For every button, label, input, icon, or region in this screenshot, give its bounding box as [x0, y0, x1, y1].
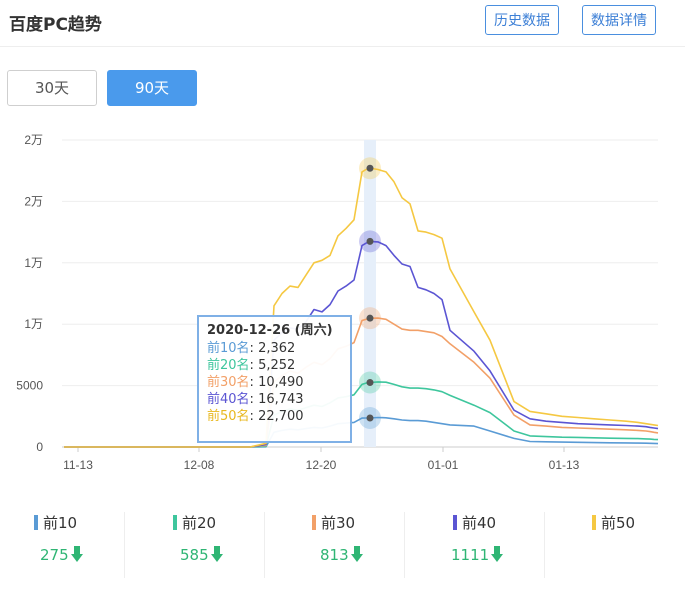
x-tick-label: 12-20: [306, 458, 337, 472]
tooltip-value: 22,700: [258, 409, 304, 424]
highlight-point-top50: [366, 164, 374, 172]
tooltip-label: 前10名: [207, 341, 250, 356]
y-axis-ticks: 2万 2万 1万 1万 5000 0: [16, 133, 43, 454]
range-tab-30d[interactable]: 30天: [7, 70, 97, 106]
y-tick-label: 0: [36, 440, 43, 454]
series-lines: [64, 167, 659, 448]
legend-item-top20[interactable]: 前20 585: [173, 512, 313, 564]
legend-label: 前20: [182, 514, 217, 532]
x-axis-ticks: 11-13 12-08 12-20 01-01 01-13: [63, 447, 580, 472]
range-tab-90d[interactable]: 90天: [107, 70, 197, 106]
y-tick-label: 1万: [24, 256, 43, 270]
tooltip-label: 前40名: [207, 392, 250, 407]
arrow-down-icon: [70, 546, 83, 562]
x-tick-label: 12-08: [184, 458, 215, 472]
legend-swatch: [312, 515, 316, 530]
legend-delta: 1111: [451, 546, 504, 564]
tooltip-row-top50: 前50名: 22,700: [207, 409, 304, 424]
tooltip-label: 前30名: [207, 375, 250, 390]
x-tick-label: 11-13: [63, 458, 93, 472]
legend-delta: 813: [320, 546, 363, 564]
arrow-down-icon: [491, 546, 504, 562]
tooltip-value: 2,362: [258, 341, 296, 356]
legend-label: 前10: [43, 514, 78, 532]
highlight-point-top30: [366, 314, 374, 322]
legend-item-top30[interactable]: 前30 813: [312, 512, 452, 564]
legend-item-top40[interactable]: 前40 1111: [451, 512, 593, 564]
tooltip-row-top10: 前10名: 2,362: [207, 341, 296, 356]
highlight-markers: [359, 157, 381, 429]
x-tick-label: 01-01: [428, 458, 459, 472]
highlight-point-top10: [366, 414, 374, 422]
tooltip-row-top40: 前40名: 16,743: [207, 392, 304, 407]
legend-divider: [404, 512, 405, 578]
arrow-down-icon: [350, 546, 363, 562]
highlight-point-top40: [366, 237, 374, 245]
x-tick-label: 01-13: [549, 458, 580, 472]
legend-item-top50[interactable]: 前50: [592, 512, 682, 533]
chart-tooltip: 2020-12-26 (周六) 前10名: 2,362 前20名: 5,252 …: [197, 315, 352, 443]
data-detail-button[interactable]: 数据详情: [582, 5, 656, 35]
y-tick-label: 2万: [24, 194, 43, 208]
legend-swatch: [173, 515, 177, 530]
tooltip-row-top30: 前30名: 10,490: [207, 375, 304, 390]
tooltip-label: 前20名: [207, 358, 250, 373]
header-bar: 百度PC趋势 历史数据 数据详情: [0, 0, 685, 47]
tooltip-row-top20: 前20名: 5,252: [207, 358, 296, 373]
y-tick-label: 1万: [24, 317, 43, 331]
legend-delta-value: 813: [320, 546, 349, 564]
legend-delta: 275: [40, 546, 83, 564]
legend-delta-value: 275: [40, 546, 69, 564]
tooltip-label: 前50名: [207, 409, 250, 424]
legend-item-top10[interactable]: 前10 275: [34, 512, 174, 564]
legend-swatch: [453, 515, 457, 530]
legend-delta: 585: [180, 546, 223, 564]
legend-swatch: [592, 515, 596, 530]
y-tick-label: 5000: [16, 379, 43, 393]
legend-divider: [544, 512, 545, 578]
y-tick-label: 2万: [24, 133, 43, 147]
legend-label: 前30: [321, 514, 356, 532]
page-title: 百度PC趋势: [9, 15, 102, 35]
legend-swatch: [34, 515, 38, 530]
tooltip-value: 5,252: [258, 358, 296, 373]
legend-label: 前40: [462, 514, 497, 532]
legend-divider: [264, 512, 265, 578]
legend-label: 前50: [601, 514, 636, 532]
legend-delta-value: 585: [180, 546, 209, 564]
legend-delta-value: 1111: [451, 546, 490, 564]
history-data-button[interactable]: 历史数据: [485, 5, 559, 35]
legend-divider: [124, 512, 125, 578]
series-line-top50: [64, 167, 659, 448]
tooltip-value: 10,490: [258, 375, 304, 390]
highlight-point-top20: [366, 379, 374, 387]
tooltip-value: 16,743: [258, 392, 304, 407]
tooltip-date: 2020-12-26 (周六): [207, 323, 333, 338]
arrow-down-icon: [210, 546, 223, 562]
highlight-band: [364, 140, 376, 447]
